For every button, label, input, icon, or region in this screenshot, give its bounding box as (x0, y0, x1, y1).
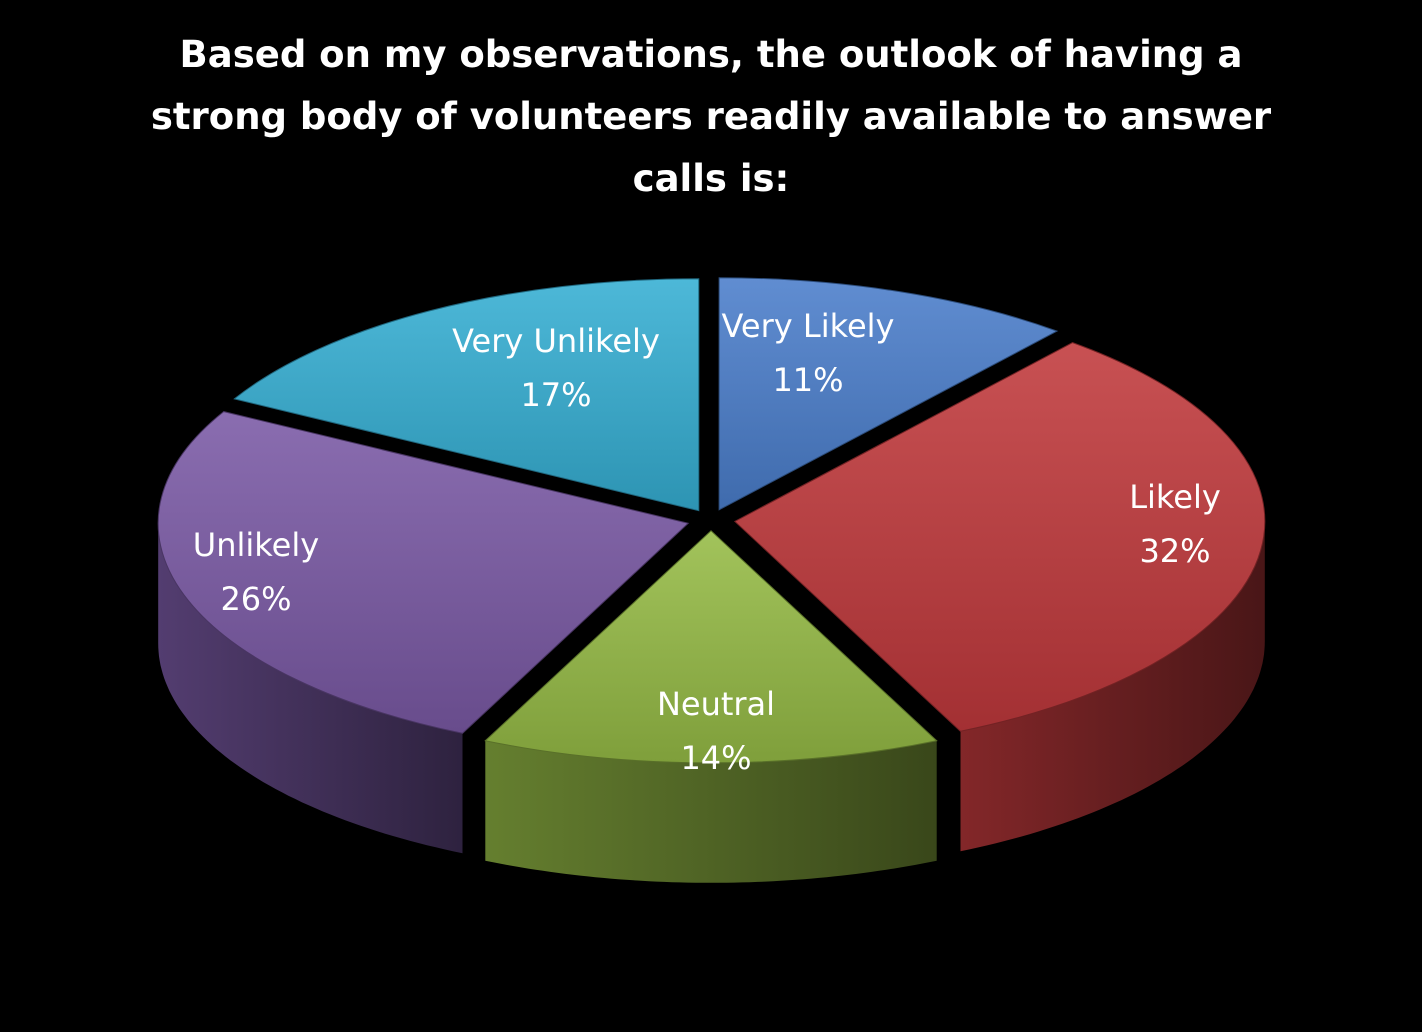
chart-title-line-3: calls is: (632, 157, 790, 200)
pie-side-neutral (485, 740, 937, 883)
chart-title-line-1: Based on my observations, the outlook of… (179, 33, 1243, 76)
slice-label-very-likely: Very Likely (722, 307, 895, 345)
slice-value-likely: 32% (1139, 532, 1210, 570)
pie-side-unlikely (158, 523, 463, 854)
chart-title-line-2: strong body of volunteers readily availa… (150, 95, 1272, 138)
slice-label-likely: Likely (1129, 478, 1221, 516)
pie-slice-neutral (484, 530, 938, 764)
pie-sides (158, 521, 1265, 883)
slice-label-very-unlikely: Very Unlikely (452, 322, 660, 360)
pie-slice-unlikely (157, 411, 690, 734)
chart-title: Based on my observations, the outlook of… (0, 24, 1422, 210)
pie-slice-very-unlikely (233, 278, 700, 512)
slice-value-unlikely: 26% (220, 580, 291, 618)
pie-side-likely (960, 521, 1265, 852)
slice-value-very-likely: 11% (772, 361, 843, 399)
pie-labels: Very Likely 11% Likely 32% Neutral 14% Unlikel… (193, 307, 1221, 777)
slice-value-very-unlikely: 17% (520, 376, 591, 414)
pie-tops (157, 277, 1266, 764)
pie-slice-likely (733, 342, 1266, 732)
slice-label-neutral: Neutral (657, 685, 775, 723)
slice-label-unlikely: Unlikely (193, 526, 319, 564)
slice-value-neutral: 14% (680, 739, 751, 777)
pie-slice-very-likely (718, 277, 1059, 511)
